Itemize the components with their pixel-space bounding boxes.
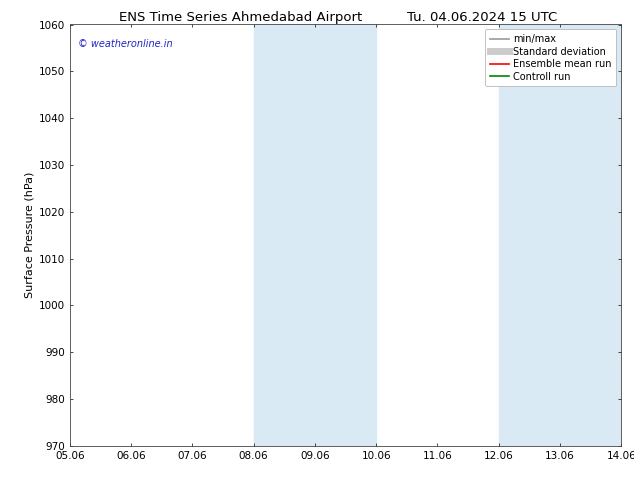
Y-axis label: Surface Pressure (hPa): Surface Pressure (hPa): [25, 172, 34, 298]
Legend: min/max, Standard deviation, Ensemble mean run, Controll run: min/max, Standard deviation, Ensemble me…: [485, 29, 616, 86]
Text: ENS Time Series Ahmedabad Airport: ENS Time Series Ahmedabad Airport: [119, 11, 363, 24]
Bar: [254, 24, 376, 446]
Text: Tu. 04.06.2024 15 UTC: Tu. 04.06.2024 15 UTC: [407, 11, 557, 24]
Bar: [499, 24, 621, 446]
Text: © weatheronline.in: © weatheronline.in: [78, 39, 172, 49]
